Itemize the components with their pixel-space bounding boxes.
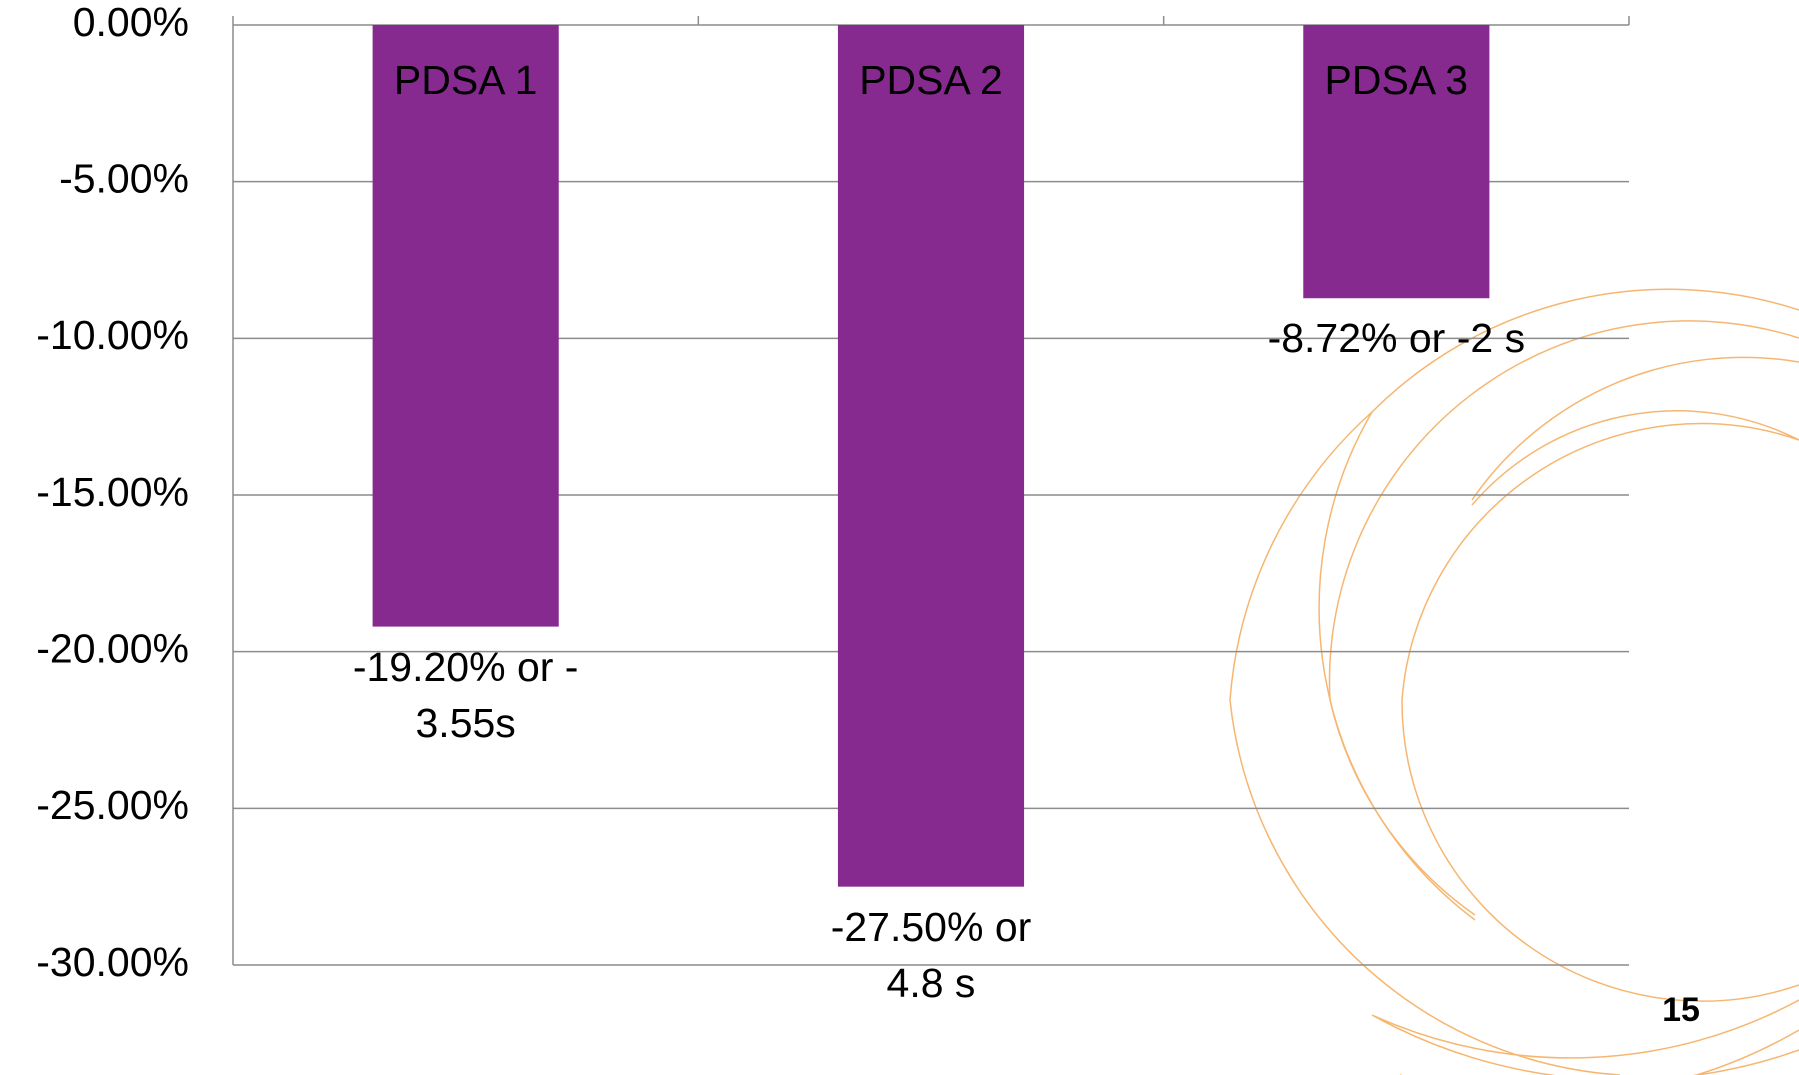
page-number: 15 xyxy=(1662,991,1700,1029)
category-label: PDSA 2 xyxy=(859,57,1003,103)
y-tick-label: -20.00% xyxy=(36,625,189,671)
category-label: PDSA 1 xyxy=(394,57,538,103)
y-tick-label: 0.00% xyxy=(73,0,189,45)
y-tick-label: -25.00% xyxy=(36,782,189,828)
category-label: PDSA 3 xyxy=(1325,57,1469,103)
value-label: -8.72% or -2 s xyxy=(1267,315,1526,362)
value-label: -19.20% or - 3.55s xyxy=(352,643,579,746)
value-label: -27.50% or 4.8 s xyxy=(830,903,1032,1006)
y-tick-label: -15.00% xyxy=(36,469,189,515)
bar xyxy=(1303,25,1490,299)
y-tick-label: -10.00% xyxy=(36,312,189,358)
decoration xyxy=(1229,288,1799,1075)
y-tick-label: -5.00% xyxy=(59,155,189,201)
bar xyxy=(837,25,1025,887)
bar xyxy=(372,25,559,627)
y-tick-label: -30.00% xyxy=(36,939,189,985)
